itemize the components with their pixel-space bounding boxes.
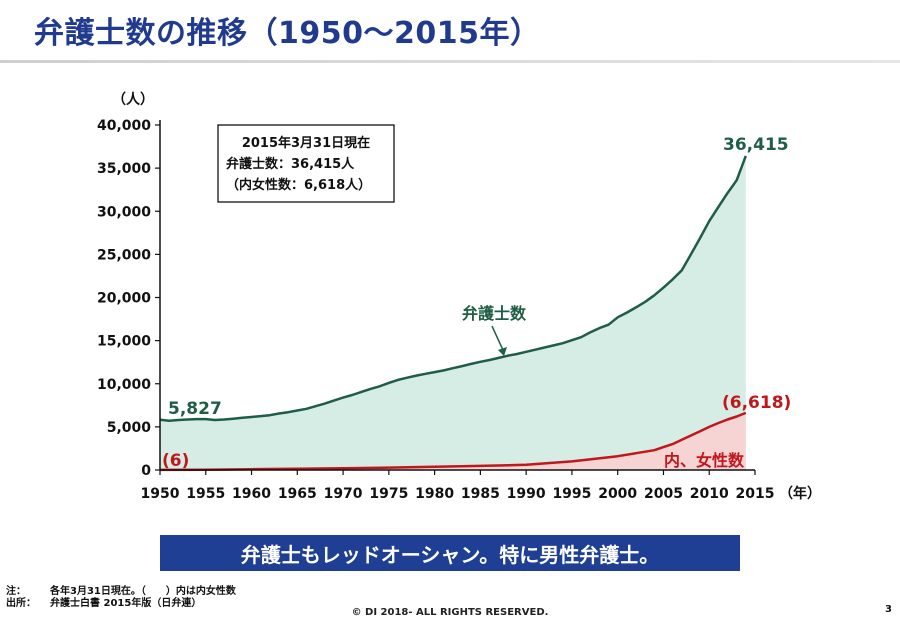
series-0-line: [159, 155, 747, 423]
y-tick-label: 20,000: [97, 291, 151, 307]
title-divider: [0, 60, 900, 63]
y-tick-label: 0: [141, 463, 151, 479]
x-tick-label: 2005: [644, 486, 683, 502]
total-series-arrowhead: [498, 347, 507, 356]
x-axis-unit: （年）: [779, 485, 821, 502]
x-tick-label: 2010: [690, 486, 729, 502]
total-series-pointer: [491, 325, 504, 351]
x-tick-label: 1985: [461, 486, 500, 502]
source-label: 出所：: [6, 598, 36, 609]
total-start-label: 5,827: [168, 399, 222, 419]
female-end-label: (6,618): [722, 393, 791, 413]
y-tick-label: 25,000: [97, 247, 151, 263]
total-end-label: 36,415: [723, 135, 789, 155]
y-tick-label: 10,000: [97, 377, 151, 393]
note-row: 注： 各年3月31日現在。（ ）内は内女性数: [6, 586, 236, 598]
total-series-label: 弁護士数: [462, 304, 527, 323]
copyright: © DI 2018- ALL RIGHTS RESERVED.: [351, 607, 549, 618]
y-tick-label: 15,000: [97, 334, 151, 350]
x-tick-label: 2015: [736, 486, 775, 502]
note-text: 各年3月31日現在。（ ）内は内女性数: [50, 586, 236, 597]
series-0-area: [160, 155, 746, 470]
x-tick-label: 1995: [552, 486, 591, 502]
series-1-line: [159, 411, 747, 472]
footnotes: 注： 各年3月31日現在。（ ）内は内女性数 出所： 弁護士白書 2015年版（…: [6, 586, 236, 610]
y-axis-unit: （人）: [112, 91, 154, 108]
source-text: 弁護士白書 2015年版（日弁連）: [50, 598, 202, 609]
x-tick-label: 1975: [369, 486, 408, 502]
info-box-line: 2015年3月31日現在: [242, 135, 370, 151]
note-label: 注：: [6, 586, 26, 597]
series-1-area: [160, 412, 746, 470]
info-box: [217, 124, 395, 203]
female-series-label: 内、女性数: [664, 451, 745, 470]
x-tick-label: 1990: [507, 486, 546, 502]
page-title: 弁護士数の推移（1950～2015年）: [34, 16, 541, 51]
x-tick-label: 1960: [232, 486, 271, 502]
y-tick-label: 40,000: [97, 118, 151, 134]
x-tick-label: 1965: [278, 486, 317, 502]
x-tick-label: 1980: [415, 486, 454, 502]
x-tick-label: 1970: [324, 486, 363, 502]
x-tick-label: 2000: [598, 486, 637, 502]
female-start-label: (6): [162, 451, 189, 471]
info-box-line: 弁護士数：36,415人: [226, 156, 355, 172]
message-banner: 弁護士もレッドオーシャン。特に男性弁護士。: [160, 535, 740, 571]
x-tick-label: 1950: [141, 486, 180, 502]
y-tick-label: 35,000: [97, 161, 151, 177]
x-tick-label: 1955: [186, 486, 225, 502]
y-tick-label: 5,000: [107, 420, 152, 436]
y-tick-label: 30,000: [97, 204, 151, 220]
info-box-line: （内女性数：6,618人）: [226, 177, 371, 193]
source-row: 出所： 弁護士白書 2015年版（日弁連）: [6, 598, 236, 610]
page-number: 3: [885, 604, 892, 615]
